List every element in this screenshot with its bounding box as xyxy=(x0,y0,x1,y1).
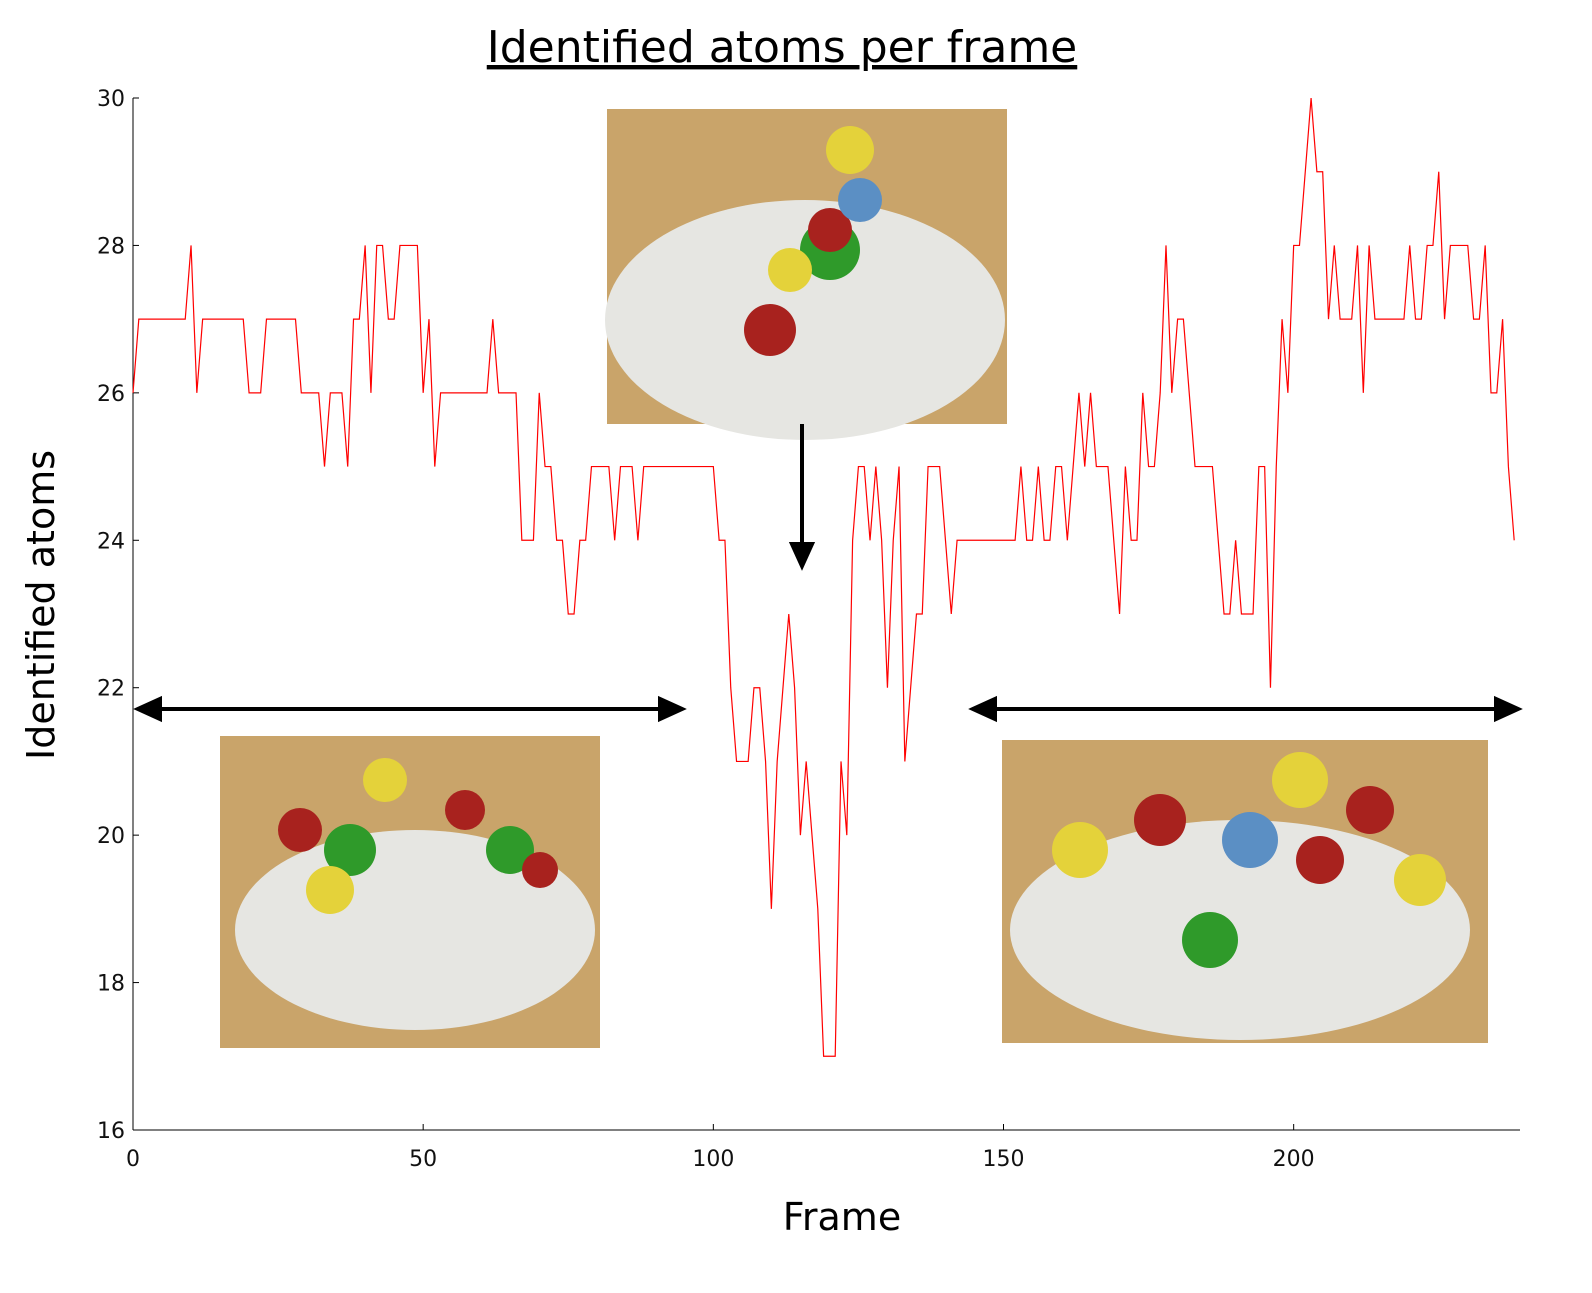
y-tick-label: 28 xyxy=(97,234,125,259)
x-tick-label: 50 xyxy=(409,1147,437,1172)
y-axis-label: Identified atoms xyxy=(19,450,63,760)
photo-middle xyxy=(605,109,1007,440)
plot-area: 16 18 20 22 24 26 28 30 0 50 100 150 200 xyxy=(97,87,1520,1172)
x-tick-label: 200 xyxy=(1273,1147,1315,1172)
x-tick-label: 0 xyxy=(126,1147,140,1172)
y-tick-label: 18 xyxy=(97,972,125,997)
y-tick-label: 20 xyxy=(97,824,125,849)
x-tick-label: 150 xyxy=(983,1147,1025,1172)
x-tick-label: 100 xyxy=(692,1147,734,1172)
y-tick-label: 22 xyxy=(97,677,125,702)
arrows xyxy=(133,424,1523,723)
x-axis-label: Frame xyxy=(783,1195,901,1239)
chart-title: Identified atoms per frame xyxy=(487,22,1078,73)
y-tick-label: 24 xyxy=(97,529,125,554)
photo-right xyxy=(1002,740,1488,1043)
photo-left xyxy=(220,736,600,1048)
y-tick-label: 30 xyxy=(97,87,125,112)
y-tick-label: 26 xyxy=(97,382,125,407)
y-tick-label: 16 xyxy=(97,1119,125,1144)
data-line xyxy=(132,97,1515,1057)
